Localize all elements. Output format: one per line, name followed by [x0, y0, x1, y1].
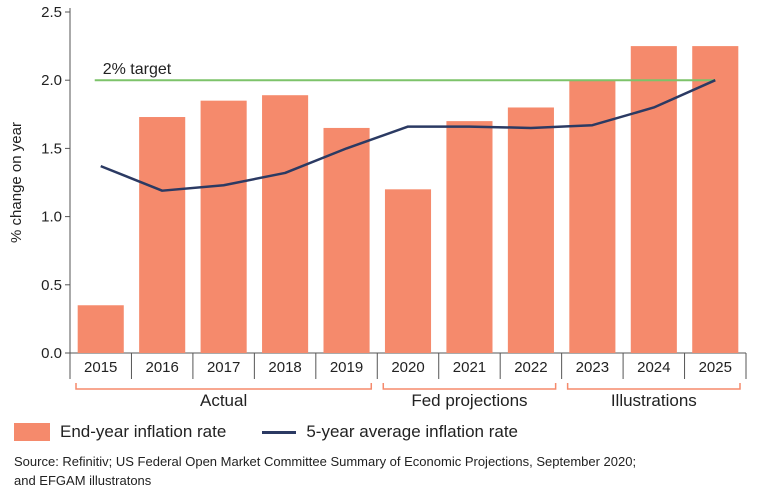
x-tick-label-2017: 2017 — [207, 359, 240, 376]
x-tick-label-2024: 2024 — [637, 359, 670, 376]
legend-bar-label: End-year inflation rate — [60, 422, 227, 441]
x-tick-label-2021: 2021 — [453, 359, 486, 376]
source-line-2: and EFGAM illustratons — [14, 473, 152, 488]
bar-2025 — [692, 46, 739, 353]
y-tick-label: 0.5 — [41, 277, 62, 294]
x-tick-label-2020: 2020 — [391, 359, 424, 376]
x-tick-label-2023: 2023 — [576, 359, 609, 376]
group-bracket — [382, 383, 557, 390]
y-tick-label: 0.0 — [41, 345, 62, 362]
group-label: Actual — [200, 391, 247, 410]
y-axis-label: % change on year — [8, 122, 25, 243]
legend: End-year inflation rate 5-year average i… — [14, 422, 518, 442]
avg-inflation-line — [100, 79, 716, 192]
x-tick-label-2025: 2025 — [699, 359, 732, 376]
y-tick-label: 2.0 — [41, 72, 62, 89]
bar-2015 — [77, 305, 124, 353]
y-tick-label: 2.5 — [41, 4, 62, 21]
legend-line-swatch — [262, 430, 297, 434]
group-label: Illustrations — [611, 391, 697, 410]
x-tick-label-2016: 2016 — [145, 359, 178, 376]
bar-2018 — [262, 95, 309, 353]
source-line-1: Source: Refinitiv; US Federal Open Marke… — [14, 454, 637, 469]
x-tick-label-2022: 2022 — [514, 359, 547, 376]
group-bracket — [566, 383, 741, 390]
y-tick-label: 1.5 — [41, 140, 62, 157]
group-label: Fed projections — [411, 391, 527, 410]
bar-2017 — [200, 100, 247, 353]
target-label: 2% target — [103, 61, 172, 78]
x-tick-label-2018: 2018 — [268, 359, 301, 376]
bar-2021 — [446, 121, 493, 354]
bar-2020 — [384, 189, 432, 353]
bar-2016 — [139, 117, 186, 353]
legend-line-label: 5-year average inflation rate — [306, 422, 519, 441]
x-tick-label-2015: 2015 — [84, 359, 117, 376]
x-tick-label-2019: 2019 — [330, 359, 363, 376]
bar-2024 — [630, 46, 677, 353]
inflation-chart: 0.0 0.5 1.0 1.5 2.0 2.5 % change on year 2015 20… — [8, 4, 747, 410]
source-note: Source: Refinitiv; US Federal Open Marke… — [14, 452, 764, 490]
legend-bar-swatch — [14, 423, 50, 441]
bar-2019 — [323, 127, 370, 353]
y-tick-label: 1.0 — [41, 209, 62, 226]
group-bracket — [75, 383, 373, 390]
bar-2022 — [507, 107, 554, 353]
